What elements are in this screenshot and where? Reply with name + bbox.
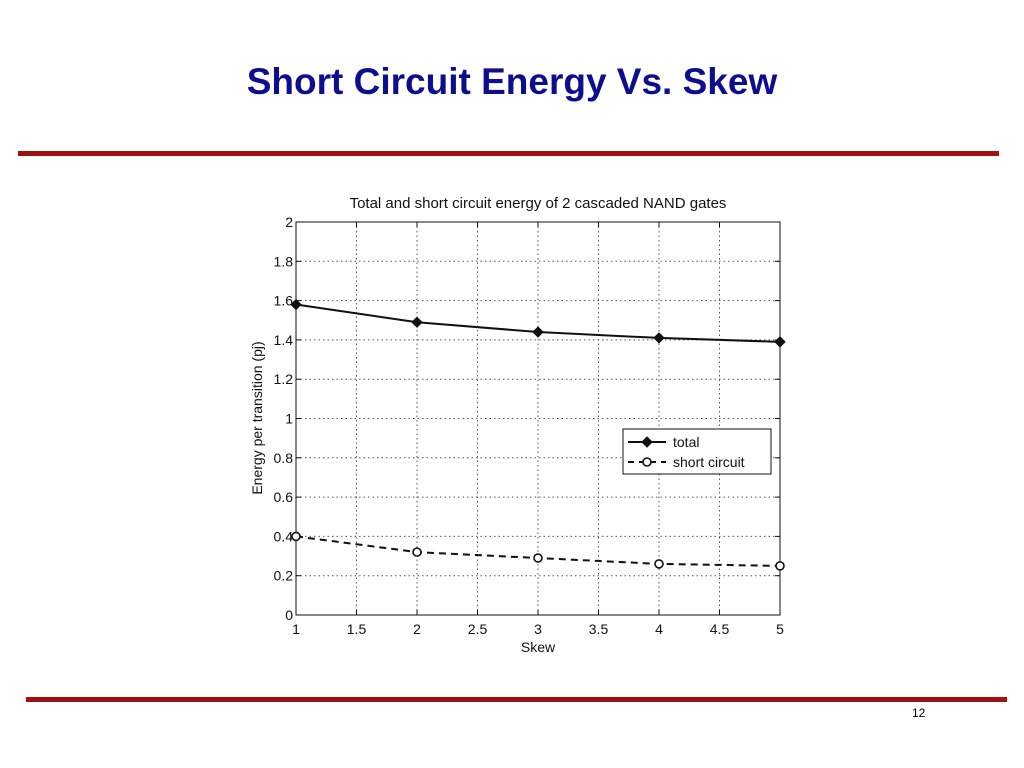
short-circuit-data-point — [654, 559, 664, 569]
total-data-point — [653, 332, 665, 344]
tick-labels: 1 1.5 2 2.5 3 3.5 4 4.5 5 0 0.2 0.4 0.6 0.8 1 1.2 1.4 1.6… — [274, 214, 785, 637]
x-tick-label: 1.5 — [347, 621, 367, 637]
slide-title: Short Circuit Energy Vs. Skew — [246, 61, 778, 102]
y-tick-label: 1.6 — [274, 293, 294, 309]
x-tick-label: 2 — [413, 621, 421, 637]
x-tick-label: 4.5 — [710, 621, 730, 637]
y-tick-label: 0.4 — [274, 528, 294, 544]
y-tick-label: 0.2 — [274, 568, 294, 584]
x-tick-label: 3.5 — [589, 621, 609, 637]
y-axis-label: Energy per transition (pj) — [249, 341, 265, 494]
y-tick-label: 0.8 — [274, 450, 294, 466]
x-tick-label: 5 — [776, 621, 784, 637]
y-tick-label: 1.8 — [274, 253, 294, 269]
legend-total-marker — [641, 436, 653, 448]
x-tick-label: 2.5 — [468, 621, 488, 637]
y-tick-label: 1 — [285, 411, 293, 427]
y-tick-label: 0 — [285, 607, 293, 623]
x-tick-label: 3 — [534, 621, 542, 637]
top-divider — [18, 151, 999, 156]
short-circuit-data-point — [291, 531, 301, 542]
page-number: 12 — [912, 706, 926, 720]
total-data-point — [774, 336, 786, 348]
legend-items: total short circuit — [628, 434, 745, 470]
legend: total short circuit — [622, 428, 772, 475]
y-tick-label: 2 — [285, 214, 293, 230]
short-circuit-data-point — [533, 553, 543, 563]
bottom-divider — [26, 697, 1007, 702]
y-tick-label: 1.2 — [274, 371, 294, 387]
series-layer — [290, 298, 786, 571]
chart-title: Total and short circuit energy of 2 casc… — [350, 195, 727, 212]
total-data-point — [290, 298, 302, 311]
y-tick-label: 1.4 — [274, 332, 294, 348]
short-circuit-data-point — [775, 561, 785, 571]
total-data-point — [411, 316, 423, 328]
x-axis-label: Skew — [521, 639, 556, 655]
y-tick-label: 0.6 — [274, 489, 294, 505]
total-data-point — [532, 326, 544, 338]
x-tick-label: 4 — [655, 621, 663, 637]
legend-short-circuit-label: short circuit — [673, 454, 745, 470]
legend-short-circuit-marker — [642, 457, 652, 467]
short-circuit-data-point — [412, 547, 422, 557]
x-tick-label: 1 — [292, 621, 300, 637]
legend-total-label: total — [673, 434, 699, 450]
